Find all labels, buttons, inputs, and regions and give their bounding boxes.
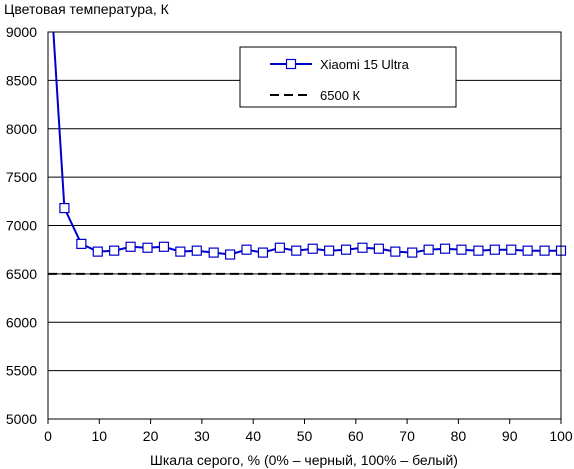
data-point-marker bbox=[539, 245, 550, 256]
data-point-marker bbox=[473, 245, 484, 256]
legend-label-6500k: 6500 К bbox=[320, 88, 361, 103]
data-point-marker bbox=[340, 244, 352, 255]
data-point-marker bbox=[158, 241, 170, 252]
data-point-marker bbox=[142, 242, 153, 253]
data-point-marker bbox=[324, 245, 335, 256]
data-point-marker bbox=[522, 245, 533, 256]
chart-title: Цветовая температура, К bbox=[4, 1, 170, 17]
data-point-marker bbox=[439, 243, 451, 254]
data-point-marker bbox=[59, 202, 70, 214]
data-point-marker bbox=[241, 244, 252, 255]
data-point-marker bbox=[506, 244, 517, 255]
data-point-marker bbox=[109, 245, 120, 256]
data-point-marker bbox=[257, 247, 269, 258]
data-point-marker bbox=[390, 246, 401, 257]
data-point-marker bbox=[191, 245, 202, 256]
data-point-marker bbox=[125, 241, 136, 252]
x-tick-label: 0 bbox=[44, 428, 52, 444]
legend-box bbox=[239, 46, 457, 108]
y-tick-label: 7500 bbox=[6, 169, 37, 185]
legend-label-xiaomi: Xiaomi 15 Ultra bbox=[320, 57, 410, 72]
data-point-marker bbox=[225, 249, 236, 260]
y-tick-label: 8000 bbox=[6, 121, 37, 137]
data-point-marker bbox=[291, 245, 302, 256]
data-point-marker bbox=[373, 243, 384, 254]
data-point-marker bbox=[274, 242, 285, 253]
y-axis-tick-labels: 5000 5500 6000 6500 7000 7500 8000 8500 9000 bbox=[6, 24, 37, 427]
x-tick-label: 100 bbox=[549, 428, 573, 444]
y-tick-label: 6500 bbox=[6, 266, 37, 282]
x-axis-title: Шкала серого, % (0% – черный, 100% – бел… bbox=[150, 452, 458, 468]
y-tick-label: 5000 bbox=[6, 411, 37, 427]
x-tick-label: 90 bbox=[502, 428, 518, 444]
data-point-marker bbox=[357, 242, 368, 253]
y-tick-label: 6000 bbox=[6, 314, 37, 330]
data-point-marker bbox=[423, 244, 434, 255]
data-point-marker bbox=[208, 247, 219, 258]
data-point-marker bbox=[407, 247, 418, 258]
y-tick-label: 8500 bbox=[6, 72, 37, 88]
y-tick-label: 7000 bbox=[6, 218, 37, 234]
x-tick-label: 10 bbox=[92, 428, 108, 444]
x-tick-label: 80 bbox=[451, 428, 467, 444]
x-tick-label: 60 bbox=[348, 428, 364, 444]
x-tick-label: 20 bbox=[143, 428, 159, 444]
x-axis-tick-labels: 0 10 20 30 40 50 60 70 80 90 100 bbox=[44, 419, 573, 444]
y-tick-label: 5500 bbox=[6, 363, 37, 379]
y-tick-label: 9000 bbox=[6, 24, 37, 40]
data-point-marker bbox=[307, 243, 318, 254]
legend-swatch-marker bbox=[285, 58, 297, 70]
series-layer bbox=[48, 32, 567, 275]
x-tick-label: 50 bbox=[297, 428, 313, 444]
x-tick-label: 30 bbox=[194, 428, 210, 444]
legend: Xiaomi 15 Ultra 6500 К bbox=[239, 46, 457, 108]
data-point-marker bbox=[76, 238, 87, 249]
data-point-marker bbox=[175, 246, 186, 257]
data-point-marker bbox=[92, 246, 103, 257]
x-tick-label: 70 bbox=[399, 428, 415, 444]
data-point-marker bbox=[489, 244, 500, 255]
x-tick-label: 40 bbox=[245, 428, 261, 444]
plot-frame bbox=[47, 31, 562, 420]
data-point-marker bbox=[456, 244, 467, 255]
